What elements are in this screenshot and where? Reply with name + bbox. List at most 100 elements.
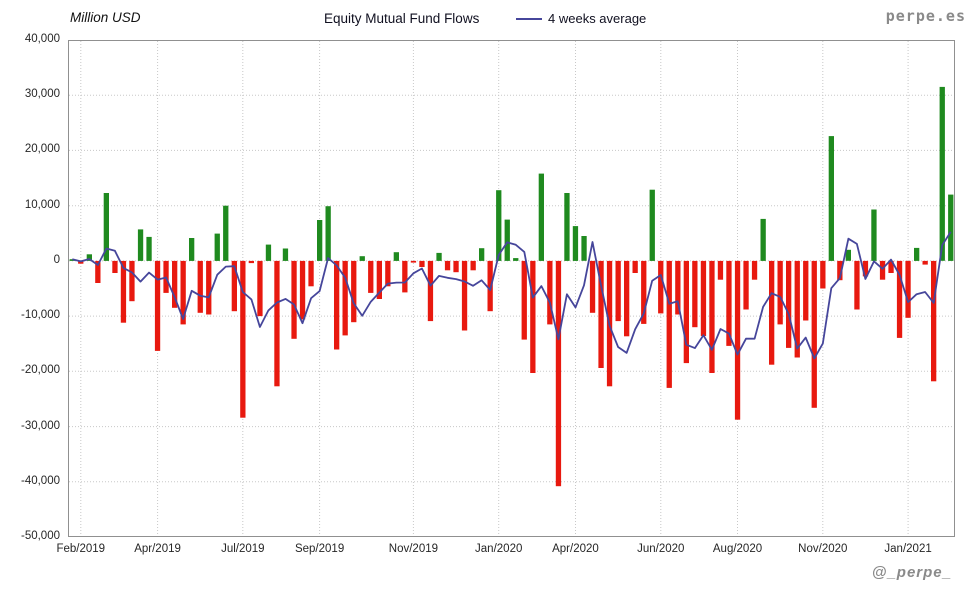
flow-bar <box>419 260 425 267</box>
flow-bar <box>470 260 476 271</box>
flow-bar <box>385 260 391 287</box>
flow-bar <box>172 260 178 308</box>
flow-bar <box>146 236 152 261</box>
flow-bar <box>231 260 237 312</box>
flow-bar <box>700 260 707 336</box>
chart-svg <box>68 40 955 537</box>
flow-bar <box>931 260 937 382</box>
brand-logo: perpe.es <box>885 7 966 25</box>
x-tick-label: Apr/2019 <box>134 543 181 555</box>
flow-bar <box>547 260 553 325</box>
flow-bar <box>734 260 741 420</box>
flow-bar <box>751 260 758 280</box>
moving-average-line <box>72 231 952 360</box>
flow-bar <box>521 260 527 340</box>
flow-bar <box>862 260 869 277</box>
flow-bar <box>828 136 834 261</box>
flow-bar <box>444 260 451 271</box>
flow-bar <box>214 233 220 261</box>
flow-bar <box>513 258 519 261</box>
x-tick-label: Nov/2019 <box>388 543 439 555</box>
flow-bar <box>154 260 161 351</box>
flow-bar <box>572 226 579 261</box>
x-tick-label: Jan/2020 <box>475 543 523 555</box>
flow-bar <box>479 248 485 261</box>
flow-bar <box>794 260 800 358</box>
flow-bar <box>137 229 144 261</box>
flow-bar <box>197 260 203 313</box>
flow-bar <box>282 248 289 261</box>
flow-bar <box>342 260 348 336</box>
flow-bar <box>504 219 510 261</box>
x-tick-label: Feb/2019 <box>56 543 106 555</box>
flow-bar <box>206 260 212 315</box>
flow-bar <box>308 260 314 287</box>
flow-bar <box>103 193 109 261</box>
flow-bar <box>180 260 186 325</box>
y-tick-label: -50,000 <box>20 530 60 542</box>
plot-frame <box>68 40 955 537</box>
flow-bar <box>743 260 749 310</box>
flow-bar <box>359 256 365 261</box>
flow-bar <box>683 260 689 364</box>
flow-bar <box>589 260 596 313</box>
flow-bar <box>317 220 323 261</box>
flow-bar <box>896 260 903 338</box>
flow-bar <box>675 260 681 315</box>
y-tick-label: 40,000 <box>24 33 60 45</box>
flow-bar <box>223 205 229 261</box>
y-tick-label: -20,000 <box>20 364 60 377</box>
flow-bar <box>939 86 945 261</box>
flow-bar <box>95 260 101 283</box>
flow-bar <box>760 218 766 261</box>
flow-bar <box>120 260 127 323</box>
flow-bar <box>538 173 544 261</box>
plot-area <box>68 40 955 537</box>
flow-bar <box>427 260 434 322</box>
x-tick-label: Jul/2019 <box>221 543 265 555</box>
twitter-handle: @_perpe_ <box>871 564 952 581</box>
flow-bar <box>726 260 732 346</box>
y-tick-label: -10,000 <box>20 309 60 322</box>
legend-label: 4 weeks average <box>548 11 647 26</box>
flow-bar <box>555 260 562 487</box>
flow-bar <box>334 260 340 350</box>
flow-bar <box>393 252 399 261</box>
flow-bar <box>564 193 570 261</box>
y-axis-title: Million USD <box>70 10 141 25</box>
y-tick-label: 10,000 <box>24 198 60 211</box>
flow-bar <box>786 260 792 348</box>
flow-bar <box>86 254 92 261</box>
flow-bar <box>803 260 809 321</box>
flow-bar <box>777 260 783 325</box>
flow-bar <box>692 260 698 328</box>
flow-bar <box>530 260 536 373</box>
flow-bar <box>274 260 280 387</box>
flow-bar <box>257 260 263 317</box>
flow-bar <box>879 260 886 280</box>
flow-bar <box>948 194 954 261</box>
flow-bar <box>632 260 638 273</box>
flow-bar <box>402 260 408 293</box>
x-tick-label: Sep/2019 <box>294 543 345 555</box>
y-tick-label: 30,000 <box>24 88 60 101</box>
flow-bar <box>922 260 928 265</box>
flow-bar <box>351 260 357 323</box>
flow-bar <box>581 236 587 261</box>
flow-bar <box>871 209 877 261</box>
flow-bar <box>487 260 493 312</box>
flow-bar <box>436 252 442 261</box>
flow-bar <box>461 260 468 331</box>
flow-bar <box>376 260 382 299</box>
flow-bar <box>624 260 630 337</box>
flow-bar <box>368 260 374 293</box>
flow-bar <box>649 189 655 261</box>
x-tick-label: Aug/2020 <box>712 543 763 555</box>
flow-bar <box>905 260 911 318</box>
flow-bar <box>248 260 254 264</box>
flow-bar <box>769 260 775 365</box>
flow-bar <box>820 260 826 289</box>
flow-bar <box>666 260 672 388</box>
flow-bar <box>888 260 894 273</box>
